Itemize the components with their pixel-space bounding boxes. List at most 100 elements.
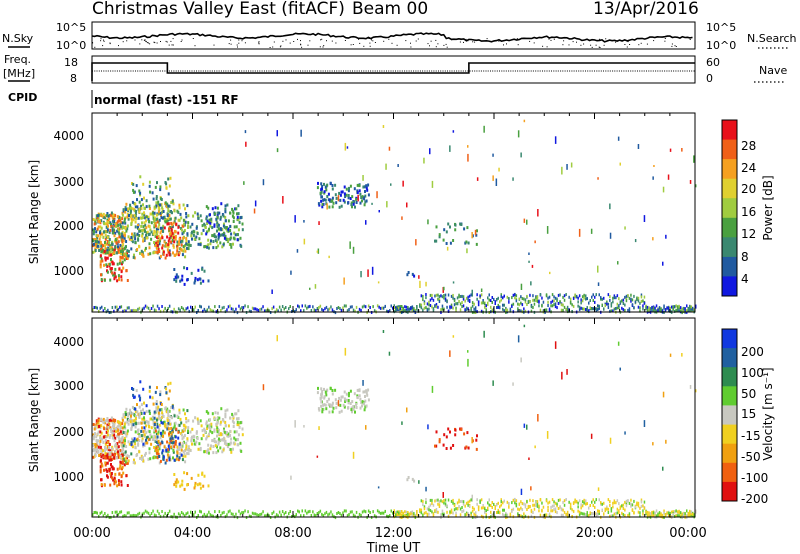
power-cell [117, 248, 120, 252]
power-cell [309, 304, 311, 308]
power-cell [104, 233, 107, 237]
xtick-0800: 08:00 [274, 526, 311, 541]
noise-search-dot [160, 41, 161, 42]
power-cell [347, 189, 350, 193]
velocity-cell [206, 427, 209, 430]
power-cell [340, 204, 343, 208]
power-cell [157, 200, 160, 204]
nave-dot [487, 70, 489, 72]
velocity-cell [118, 472, 121, 476]
nave-dot [453, 70, 455, 72]
nave-dot [150, 70, 152, 72]
velocity-cell [517, 507, 519, 511]
velocity-cell [454, 428, 457, 432]
power-cell [114, 305, 117, 309]
power-cell [102, 309, 105, 313]
velocity-cell [155, 418, 158, 422]
power-cell [517, 302, 519, 306]
power-cell [312, 305, 314, 309]
nave-dot [634, 70, 636, 72]
power-cell [99, 263, 102, 267]
velocity-cell [651, 514, 653, 518]
velocity-cell [205, 514, 207, 518]
power-cell [622, 298, 625, 302]
velocity-cell [591, 512, 593, 516]
power-cell [378, 305, 380, 309]
velocity-cell [141, 439, 144, 443]
velocity-cell [645, 510, 647, 514]
power-cell [137, 216, 140, 220]
power-cell [600, 296, 602, 300]
power-cell [162, 250, 165, 254]
velocity-cell [203, 450, 206, 454]
power-ytick-1000: 1000 [53, 264, 84, 278]
noise-panel: N.Sky 10^5 10^0 10^5 10^0 N.Search [2, 21, 797, 52]
velocity-cell [321, 407, 324, 411]
nave-dot [94, 70, 96, 72]
velocity-cell [104, 427, 107, 431]
power-cell [363, 197, 366, 201]
power-cell [428, 300, 430, 304]
power-cell [98, 237, 101, 241]
power-cell [630, 297, 632, 301]
power-cell [459, 222, 462, 226]
nave-dot [123, 70, 125, 72]
nave-dot [591, 70, 593, 72]
power-cell [159, 185, 162, 189]
velocity-cell [92, 437, 95, 441]
cpid-value: normal (fast) -151 RF [94, 93, 239, 107]
velocity-cell [597, 509, 599, 513]
velocity-cell [217, 428, 220, 432]
power-cell [646, 308, 649, 312]
velocity-cell [157, 415, 160, 419]
power-cell [201, 224, 204, 228]
velocity-cell [162, 429, 165, 433]
noise-search-dot [237, 46, 238, 48]
velocity-cell [381, 511, 383, 515]
velocity-cell [178, 411, 181, 415]
power-cell [592, 307, 594, 311]
velocity-cell [144, 428, 147, 432]
power-cell [321, 202, 324, 206]
velocity-cell [211, 431, 214, 435]
velocity-cell [107, 513, 109, 517]
power-cell [100, 273, 102, 277]
power-cell [307, 305, 310, 309]
velocity-cell [186, 483, 189, 487]
power-cell [355, 305, 358, 309]
power-cell [609, 232, 612, 239]
noise-search-dot [664, 38, 666, 39]
noise-search-dot [646, 43, 648, 45]
velocity-cell [157, 411, 160, 415]
velocity-cell [166, 440, 169, 444]
velocity-cell [179, 417, 182, 421]
velocity-cell [122, 431, 125, 434]
velocity-cell [124, 415, 127, 419]
power-cell [103, 278, 106, 282]
velocity-cell [113, 453, 116, 457]
velocity-cell [411, 477, 414, 481]
power-cell [100, 244, 103, 248]
velocity-cbar-label: Velocity [m s⁻¹] [761, 367, 775, 460]
power-cell [474, 306, 477, 310]
noise-search-dot [156, 42, 158, 44]
power-cell [351, 305, 353, 309]
velocity-cell [221, 511, 224, 515]
velocity-cell [107, 425, 110, 429]
velocity-cell [532, 499, 534, 503]
power-cell [140, 198, 143, 202]
velocity-cell [343, 390, 346, 394]
velocity-cbar-tick-100: 100 [741, 366, 764, 380]
velocity-cell [127, 412, 130, 416]
nave-dot [415, 70, 417, 72]
power-cell [103, 263, 105, 267]
velocity-cell [379, 511, 382, 515]
power-cell [553, 299, 555, 303]
nave-dot [392, 70, 394, 72]
power-cell [643, 301, 646, 305]
velocity-cell [103, 427, 106, 431]
power-cell [121, 213, 124, 217]
power-cell [224, 215, 227, 219]
power-cell [242, 306, 245, 310]
velocity-cell [143, 443, 146, 447]
